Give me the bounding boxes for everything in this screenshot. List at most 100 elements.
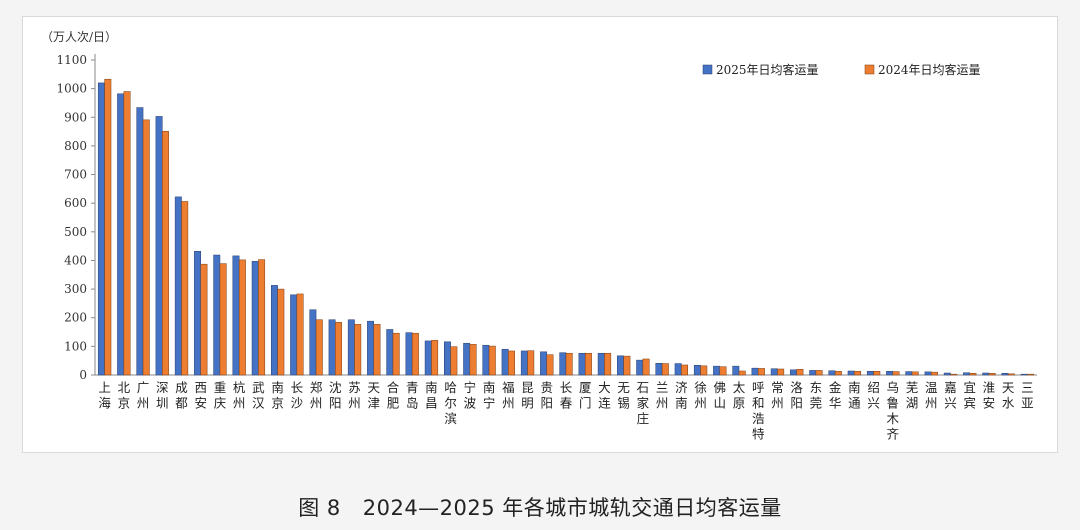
bar-2025 — [559, 352, 567, 376]
x-category-label: 西安 — [194, 380, 207, 411]
y-tick-label: 300 — [64, 282, 87, 296]
bar-2025 — [347, 319, 355, 376]
bar-2025 — [520, 350, 528, 376]
bar-2024 — [565, 352, 573, 376]
x-category-label: 金华 — [829, 380, 842, 411]
bar-2024 — [1027, 373, 1035, 376]
bar-2025 — [886, 371, 894, 376]
y-tick-label: 800 — [64, 139, 87, 153]
bar-2024 — [681, 364, 688, 376]
bar-2025 — [713, 365, 721, 376]
bar-2025 — [213, 254, 221, 376]
y-tick-label: 500 — [64, 225, 87, 239]
x-category-label: 东莞 — [810, 380, 823, 411]
x-category-label: 杭州 — [233, 380, 246, 411]
x-category-label: 厦门 — [579, 380, 592, 411]
bar-2024 — [604, 352, 612, 376]
x-category-label: 宁波 — [464, 380, 477, 411]
x-category-label: 长沙 — [291, 380, 304, 411]
x-category-label: 广州 — [137, 380, 150, 411]
bar-2024 — [238, 259, 246, 376]
bar-2024 — [488, 345, 496, 376]
bar-2024 — [527, 350, 535, 376]
bar-2025 — [655, 363, 663, 376]
bar-2025 — [501, 348, 509, 376]
x-category-label: 深圳 — [156, 380, 169, 411]
x-category-label: 南宁 — [483, 380, 496, 411]
y-axis-unit-label: （万人次/日） — [41, 30, 118, 44]
x-category-label: 徐州 — [694, 380, 707, 411]
bar-2024 — [450, 346, 458, 376]
bar-2025 — [194, 251, 201, 376]
figure-title: 2024—2025 年各城市城轨交通日均客运量 — [362, 496, 782, 520]
x-category-label: 大连 — [598, 380, 611, 411]
bar-2024 — [738, 370, 746, 376]
bar-2024 — [508, 350, 515, 376]
y-tick-label: 1000 — [56, 82, 87, 96]
bar-2024 — [373, 324, 381, 376]
bar-2024 — [431, 340, 439, 376]
bar-2024 — [661, 363, 669, 376]
bar-2025 — [328, 319, 336, 376]
x-category-label: 沈阳 — [329, 380, 342, 411]
bar-2024 — [296, 293, 304, 376]
legend-label: 2024年日均客运量 — [878, 62, 981, 77]
legend-swatch — [864, 64, 875, 75]
bar-2025 — [136, 107, 144, 376]
x-category-label: 兰州 — [656, 380, 669, 411]
bar-2025 — [982, 372, 990, 376]
x-category-label: 合肥 — [387, 380, 400, 411]
x-category-label: 苏州 — [348, 380, 361, 411]
bar-2024 — [411, 332, 419, 376]
bar-2024 — [719, 366, 727, 376]
bar-2024 — [354, 324, 362, 376]
x-category-label: 南通 — [848, 380, 861, 411]
bar-2024 — [277, 288, 285, 376]
x-category-label: 长春 — [560, 380, 573, 411]
bar-2025 — [232, 255, 240, 376]
bar-2025 — [866, 371, 874, 376]
bar-2025 — [578, 352, 586, 376]
bar-2024 — [950, 373, 958, 376]
bar-2024 — [546, 354, 554, 376]
legend-label: 2025年日均客运量 — [716, 62, 819, 77]
y-tick-label: 200 — [64, 311, 87, 325]
x-category-label: 太原 — [733, 380, 746, 411]
bar-2025 — [290, 294, 298, 376]
bar-2025 — [386, 329, 394, 376]
bar-2025 — [155, 116, 163, 376]
x-category-label: 昆明 — [521, 380, 534, 411]
y-tick-label: 700 — [64, 168, 87, 182]
bar-2025 — [751, 367, 759, 376]
x-category-label: 青岛 — [406, 380, 419, 411]
x-category-label: 无锡 — [617, 380, 630, 411]
x-category-label: 佛山 — [714, 380, 727, 411]
x-category-label: 武汉 — [252, 380, 265, 411]
bar-2025 — [251, 261, 259, 376]
bar-2024 — [219, 263, 227, 376]
x-category-label: 重庆 — [214, 380, 227, 411]
bar-2025 — [444, 341, 451, 376]
bar-2025 — [905, 371, 913, 376]
x-category-label: 温州 — [925, 380, 938, 411]
bar-2024 — [642, 358, 650, 376]
bar-2024 — [123, 91, 131, 376]
bar-2024 — [469, 344, 477, 376]
bar-2025 — [117, 93, 125, 376]
bar-2025 — [482, 344, 490, 376]
bar-2024 — [757, 368, 765, 376]
bar-2024 — [834, 371, 842, 376]
x-category-label: 济南 — [675, 380, 688, 411]
legend-swatch — [702, 64, 713, 75]
x-category-label: 三亚 — [1021, 380, 1034, 411]
bar-2024 — [258, 259, 266, 376]
bar-2025 — [424, 340, 432, 376]
x-category-label: 成都 — [175, 380, 188, 411]
x-category-label: 淮安 — [983, 380, 996, 411]
bar-2024 — [584, 352, 592, 376]
bar-2025 — [405, 332, 413, 376]
bar-2025 — [809, 370, 817, 376]
bar-2025 — [1001, 373, 1009, 376]
bar-2025 — [847, 370, 855, 376]
bar-2024 — [392, 332, 400, 376]
